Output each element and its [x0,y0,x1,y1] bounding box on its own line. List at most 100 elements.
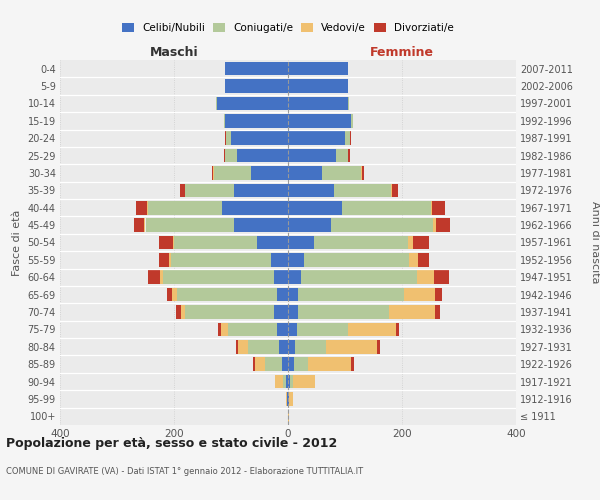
Bar [253,358,255,371]
Bar [288,166,322,180]
Bar [226,114,288,128]
Text: Femmine: Femmine [370,46,434,59]
Bar [433,218,436,232]
Bar [248,340,280,353]
Bar [435,305,440,319]
Bar [348,96,349,110]
Bar [163,270,274,284]
Bar [226,149,236,162]
Bar [301,270,418,284]
Bar [392,184,398,197]
Bar [171,253,271,266]
Bar [288,114,350,128]
Bar [350,114,353,128]
Bar [271,253,288,266]
Bar [389,305,435,319]
Bar [215,96,217,110]
Bar [308,358,350,371]
Bar [231,132,288,145]
Bar [147,201,148,214]
Bar [294,358,308,371]
Bar [283,358,288,371]
Y-axis label: Anni di nascita: Anni di nascita [590,201,600,284]
Bar [418,253,430,266]
Bar [326,340,377,353]
Bar [288,62,348,76]
Bar [409,253,418,266]
Bar [274,270,288,284]
Bar [224,114,226,128]
Bar [288,340,295,353]
Bar [288,375,290,388]
Bar [277,322,288,336]
Bar [224,149,225,162]
Bar [304,253,409,266]
Bar [180,184,185,197]
Bar [432,201,445,214]
Bar [293,375,316,388]
Bar [413,236,430,250]
Bar [226,132,231,145]
Bar [212,166,214,180]
Bar [274,305,288,319]
Bar [217,96,288,110]
Bar [148,270,160,284]
Bar [337,149,348,162]
Bar [404,288,435,302]
Bar [288,236,314,250]
Bar [431,201,432,214]
Bar [238,340,248,353]
Bar [136,201,147,214]
Bar [176,305,181,319]
Bar [434,270,449,284]
Bar [221,322,228,336]
Bar [298,305,389,319]
Text: Maschi: Maschi [149,46,199,59]
Bar [331,218,433,232]
Bar [251,166,288,180]
Bar [290,375,293,388]
Bar [349,149,350,162]
Bar [228,322,277,336]
Bar [277,288,288,302]
Bar [288,253,304,266]
Bar [322,166,361,180]
Bar [286,375,288,388]
Bar [377,340,380,353]
Bar [234,218,288,232]
Bar [275,375,283,388]
Bar [342,201,431,214]
Bar [185,305,274,319]
Bar [169,253,171,266]
Bar [172,288,177,302]
Bar [362,166,364,180]
Bar [185,184,234,197]
Bar [288,96,348,110]
Bar [397,322,399,336]
Bar [288,270,301,284]
Bar [296,322,348,336]
Bar [146,218,234,232]
Bar [418,270,434,284]
Bar [288,358,294,371]
Bar [391,184,392,197]
Bar [289,392,293,406]
Bar [236,149,288,162]
Bar [295,340,326,353]
Bar [177,288,277,302]
Bar [314,236,408,250]
Bar [255,358,265,371]
Text: COMUNE DI GAVIRATE (VA) - Dati ISTAT 1° gennaio 2012 - Elaborazione TUTTITALIA.I: COMUNE DI GAVIRATE (VA) - Dati ISTAT 1° … [6,468,363,476]
Bar [288,288,298,302]
Bar [283,375,286,388]
Bar [288,218,331,232]
Bar [334,184,391,197]
Bar [298,288,404,302]
Bar [226,80,288,93]
Bar [288,201,342,214]
Bar [148,201,223,214]
Bar [265,358,283,371]
Bar [236,340,238,353]
Bar [159,253,169,266]
Bar [214,166,251,180]
